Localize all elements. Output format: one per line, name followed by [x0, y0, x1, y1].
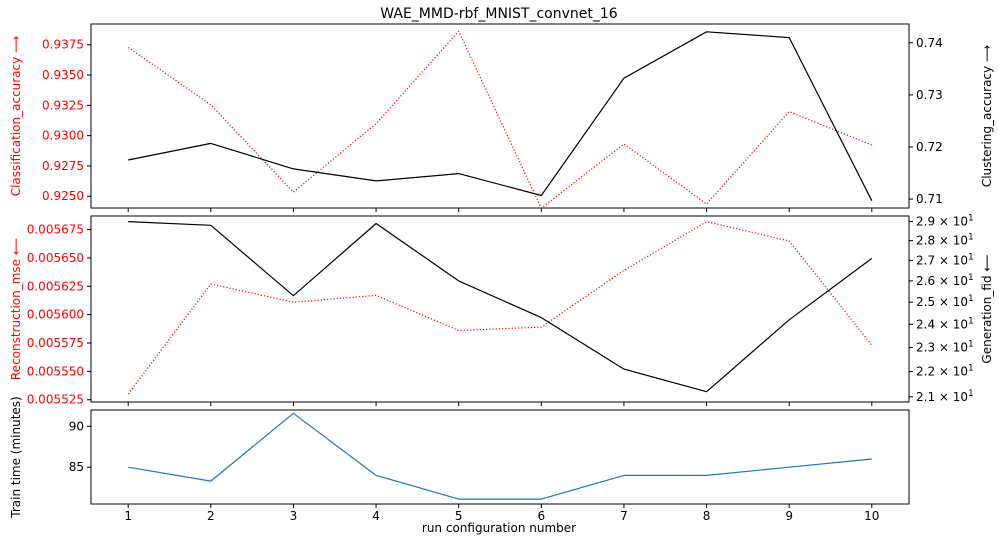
panel-top: 0.9250 0.9275 0.9300 0.9325 0.9350 0.9375 Clas…: [9, 23, 994, 212]
y-left-label: Reconstruction_mse ⟵: [9, 238, 23, 380]
y-right-tick-label: 2.9 × 101: [916, 214, 974, 229]
y-right-tick-label: 0.72: [916, 140, 943, 154]
y-left-tick-label: 0.9250: [42, 189, 84, 203]
y-left-tick-label: 0.005525: [27, 393, 84, 407]
series-line-left: [127, 221, 873, 395]
x-tick-label: 3: [290, 509, 298, 523]
y-left-label: Train time (minutes): [9, 396, 23, 518]
panel-middle: 0.005525 0.005550 0.005575 0.005600 0.005625…: [9, 214, 994, 407]
y-left-tick-label: 0.9325: [42, 98, 84, 112]
y-left-tick-label: 0.9350: [42, 68, 84, 82]
series-line-right: [128, 31, 873, 201]
y-left-tick-label: 0.005575: [27, 336, 84, 350]
y-right-tick-label: 2.1 × 101: [916, 389, 974, 404]
y-left-tick-label: 0.9300: [42, 129, 84, 143]
x-tick-label: 7: [620, 509, 628, 523]
y-left-tick-label: 0.9275: [42, 159, 84, 173]
x-axis-label: run configuration number: [422, 521, 576, 535]
y-left-tick-label: 0.9375: [42, 38, 84, 52]
y-right-tick-label: 0.74: [916, 36, 943, 50]
y-right-tick-label: 2.8 × 101: [916, 233, 974, 248]
y-right-tick-label: 0.71: [916, 192, 943, 206]
y-right-tick-label: 2.2 × 101: [916, 364, 974, 379]
y-left-tick-label: 90: [69, 419, 84, 433]
plot-frame: [90, 215, 910, 403]
y-left-tick-label: 85: [69, 460, 84, 474]
chart-title: WAE_MMD-rbf_MNIST_convnet_16: [380, 6, 617, 22]
x-tick-label: 6: [537, 509, 545, 523]
series-line-left: [127, 30, 873, 209]
x-tick-label: 8: [703, 509, 711, 523]
y-right-tick-label: 2.3 × 101: [916, 339, 974, 354]
y-left-label: Classification_accuracy ⟶: [9, 36, 23, 197]
y-left-tick-label: 0.005675: [27, 223, 84, 237]
plot-frame: [90, 409, 910, 505]
y-right-label: Clustering_accuracy ⟶: [980, 45, 994, 187]
series-line-left: [128, 412, 872, 500]
y-right-label: Generation_fid ⟵: [980, 254, 994, 363]
x-tick-label: 9: [785, 509, 793, 523]
y-right-tick-label: 2.4 × 101: [916, 316, 974, 331]
plot-layer: 0.9250 0.9275 0.9300 0.9325 0.9350 0.9375 Clas…: [9, 23, 994, 523]
x-tick-label: 10: [864, 509, 879, 523]
y-left-tick-label: 0.005550: [27, 364, 84, 378]
panel-bottom: 1 2 3 4 5 6 7 8 9 10 85 90 Train time (minutes): [9, 396, 910, 523]
y-right-tick-label: 0.73: [916, 88, 943, 102]
y-right-tick-label: 2.7 × 101: [916, 252, 974, 267]
x-tick-label: 4: [372, 509, 380, 523]
plot-frame: [90, 23, 910, 209]
y-left-tick-label: 0.005625: [27, 279, 84, 293]
x-tick-label: 5: [455, 509, 463, 523]
y-right-tick-label: 2.6 × 101: [916, 273, 974, 288]
series-line-right: [128, 221, 873, 393]
x-tick-label: 1: [124, 509, 132, 523]
x-tick-label: 2: [207, 509, 215, 523]
y-left-tick-label: 0.005650: [27, 251, 84, 265]
y-right-tick-label: 2.5 × 101: [916, 294, 974, 309]
y-left-tick-label: 0.005600: [27, 308, 84, 322]
